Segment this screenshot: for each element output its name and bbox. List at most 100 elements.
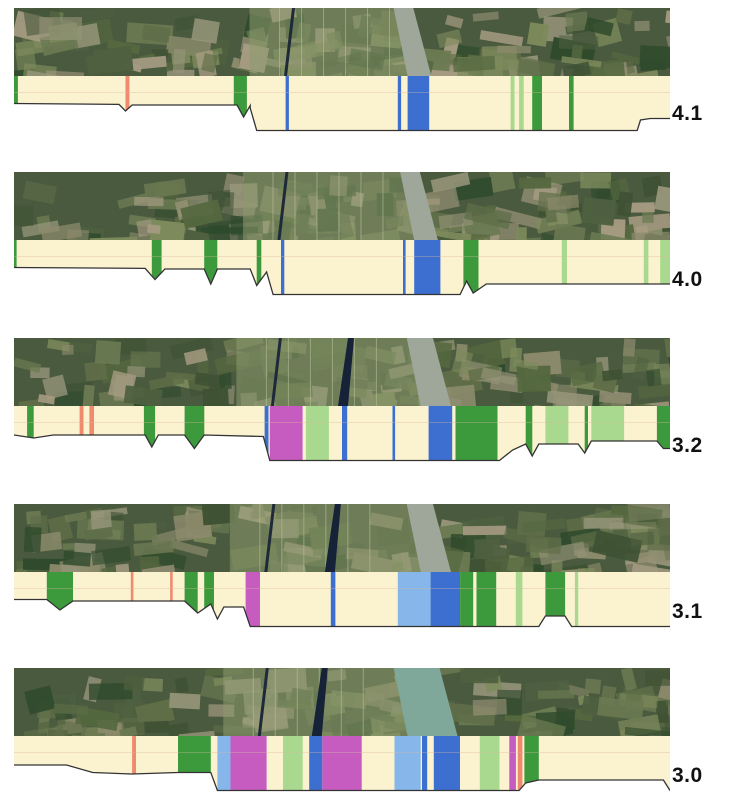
terrain-profile-line: [14, 764, 670, 792]
landcover-segment-grass: [510, 76, 515, 132]
river-channel: [393, 8, 432, 76]
field-patch: [513, 358, 539, 371]
field-patch: [42, 374, 68, 400]
landcover-segment-water: [330, 572, 336, 628]
field-patch: [584, 17, 614, 37]
field-patch: [500, 338, 518, 359]
field-patch: [202, 387, 230, 411]
terrain-fill: [14, 267, 670, 296]
field-patch: [94, 340, 122, 365]
field-patch: [139, 556, 160, 570]
field-patch: [91, 546, 132, 566]
field-patch: [146, 224, 161, 235]
landcover-segment-water: [422, 736, 428, 792]
satellite-image: [14, 668, 670, 759]
landcover-segment-water: [403, 240, 406, 296]
landcover-segment-forest: [584, 406, 588, 462]
landcover-segment-industrial: [269, 406, 303, 462]
transect-svg: [14, 338, 670, 462]
field-patch: [654, 185, 670, 213]
landcover-segment-forest: [476, 572, 497, 628]
landcover-segment-forest: [455, 406, 498, 462]
terrain-profile-line: [14, 434, 670, 462]
field-patch: [151, 49, 169, 58]
landcover-segment-grass: [574, 572, 579, 628]
field-patch: [544, 172, 585, 186]
landcover-segment-grass: [519, 76, 524, 132]
field-patch: [430, 172, 471, 193]
landcover-segment-urban: [79, 406, 84, 462]
landcover-segment-water: [285, 76, 289, 132]
field-patch: [534, 209, 583, 234]
terrain-profile-line: [14, 598, 670, 628]
field-patch: [615, 8, 633, 25]
field-patch: [142, 678, 164, 692]
transect-panel: [14, 338, 670, 462]
landcover-segment-water: [414, 240, 441, 296]
transect-svg: [14, 8, 670, 132]
river-channel: [393, 668, 458, 736]
landcover-segment-water: [430, 572, 461, 628]
field-patch: [562, 61, 592, 80]
field-patch: [479, 30, 524, 47]
landcover-segment-urban: [130, 572, 134, 628]
field-patch: [522, 518, 567, 533]
field-patch: [480, 367, 517, 386]
field-patch: [451, 349, 474, 376]
field-patch: [634, 20, 650, 32]
transect-panel: [14, 8, 670, 132]
field-patch: [584, 678, 602, 695]
field-patch: [79, 8, 115, 22]
landcover-segment-forest: [204, 572, 214, 628]
landcover-segment-urban: [517, 736, 523, 792]
field-patch: [645, 669, 670, 686]
landcover-segment-forest: [525, 406, 533, 462]
field-patch: [474, 538, 501, 551]
landcover-segment-grass: [643, 240, 649, 296]
landcover-segment-industrial: [245, 572, 260, 628]
landcover-segment-water: [309, 736, 323, 792]
field-patch: [22, 180, 57, 205]
landcover-segment-forest: [143, 406, 156, 462]
field-patch: [123, 385, 163, 408]
field-patch: [561, 56, 602, 68]
transect-label: 3.0: [672, 764, 703, 787]
field-patch: [632, 356, 650, 381]
field-patch: [62, 543, 75, 550]
field-patch: [135, 698, 175, 728]
field-patch: [37, 394, 56, 405]
transect-label: 3.1: [672, 600, 703, 623]
field-patch: [533, 564, 544, 573]
field-patch: [517, 365, 551, 392]
field-patch: [464, 202, 513, 230]
canal-line: [257, 668, 269, 737]
landcover-segment-water: [264, 406, 269, 462]
field-patch: [165, 371, 196, 381]
dark-channel: [324, 504, 341, 572]
river-channel: [400, 172, 438, 240]
field-patch: [646, 368, 662, 387]
field-patch: [653, 363, 670, 386]
field-patch: [180, 199, 223, 230]
landcover-segment-grass: [561, 240, 567, 296]
field-patch: [88, 682, 133, 700]
river-channel: [406, 338, 451, 406]
river-channel: [406, 504, 451, 572]
landcover-segment-urban: [125, 76, 130, 132]
field-patch: [82, 384, 95, 409]
field-patch: [452, 55, 496, 73]
field-patch: [127, 366, 146, 378]
field-patch: [21, 220, 60, 238]
dark-channel: [338, 338, 354, 406]
field-patch: [201, 53, 218, 73]
transect-svg: [14, 504, 670, 628]
landcover-segment-urban: [132, 736, 136, 792]
field-patch: [117, 193, 149, 209]
field-patch: [183, 348, 208, 366]
landcover-segment-water-shallow: [217, 736, 231, 792]
field-patch: [436, 29, 463, 49]
field-patch: [39, 17, 82, 40]
field-patch: [123, 674, 145, 693]
landcover-segment-urban: [170, 572, 173, 628]
